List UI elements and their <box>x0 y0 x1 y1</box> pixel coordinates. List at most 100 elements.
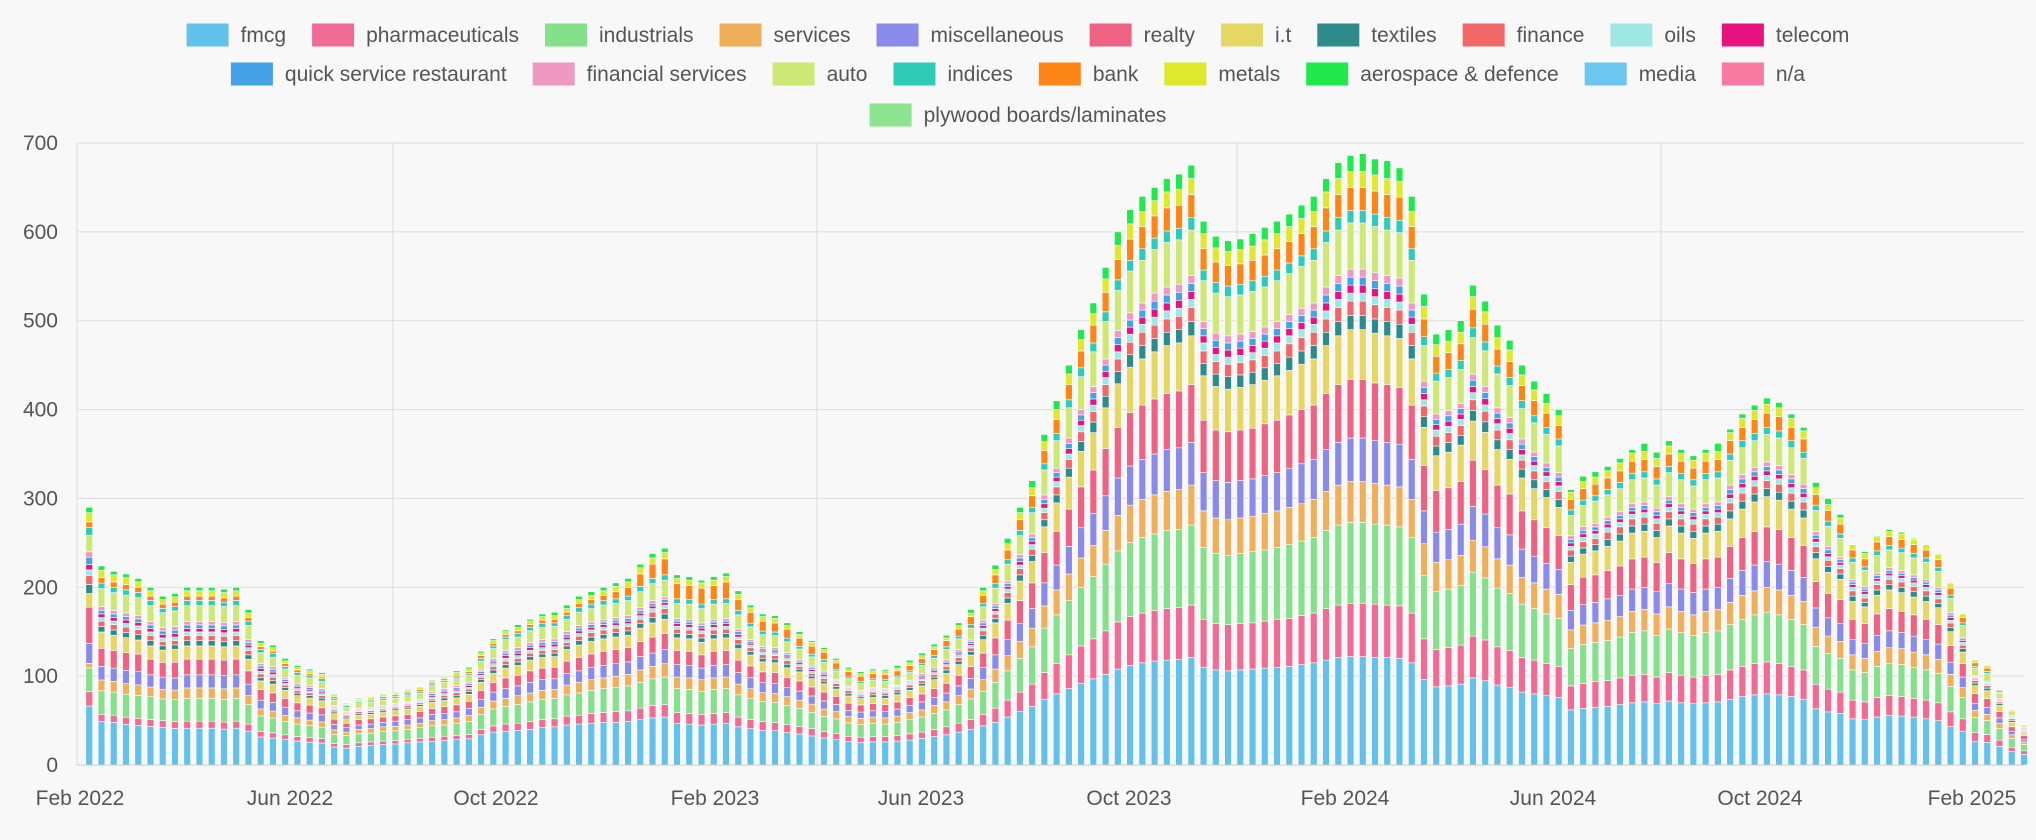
bar-segment-realty <box>710 650 718 666</box>
legend-item-services[interactable]: services <box>719 23 851 48</box>
bar-segment-bank <box>1016 519 1024 531</box>
bar-segment-services <box>501 698 510 707</box>
bar-segment-aerospace-defence <box>1861 551 1869 554</box>
bar-segment-textiles <box>697 637 706 643</box>
bar-segment-oils <box>269 674 277 678</box>
bar-segment-services <box>1040 605 1049 629</box>
bar-segment-financial-services <box>1003 580 1012 585</box>
bar-segment-financial-services <box>1359 268 1367 278</box>
legend-item-bank[interactable]: bank <box>1038 62 1139 87</box>
bar-segment-auto <box>979 606 987 621</box>
bar-segment-bank <box>134 586 142 593</box>
legend-item-metals[interactable]: metals <box>1164 62 1280 87</box>
legend-item-oils[interactable]: oils <box>1610 23 1696 48</box>
bar-segment-pharmaceuticals <box>1897 696 1906 717</box>
legend-item-n-a[interactable]: n/a <box>1721 62 1806 87</box>
bar-segment-services <box>783 696 791 706</box>
legend-item-quick-service-restaurant[interactable]: quick service restaurant <box>230 62 507 87</box>
bar-segment-aerospace-defence <box>1052 400 1061 410</box>
bar-segment-realty <box>97 647 106 667</box>
bar-segment-miscellaneous <box>1861 642 1869 659</box>
bar-stack <box>1591 471 1600 766</box>
bar-segment-pharmaceuticals <box>575 714 583 725</box>
bar-segment-textiles <box>501 664 510 669</box>
bar-stack <box>1554 409 1563 766</box>
bar-segment-metals <box>269 647 277 652</box>
bar-segment-financial-services <box>599 618 608 623</box>
legend-item-financial-services[interactable]: financial services <box>532 62 747 87</box>
bar-stack <box>1052 400 1061 766</box>
bar-segment-realty <box>587 653 596 668</box>
legend-item-fmcg[interactable]: fmcg <box>186 23 287 48</box>
bar-segment-realty <box>1701 558 1710 590</box>
legend-item-finance[interactable]: finance <box>1462 23 1585 48</box>
bar-segment-services <box>1089 545 1098 577</box>
bar-stack <box>428 679 436 766</box>
bar-segment-bank <box>1726 440 1734 455</box>
bar-segment-pharmaceuticals <box>85 691 93 707</box>
bar-segment-bank <box>710 585 718 601</box>
bar-segment-metals <box>967 612 975 617</box>
bar-segment-fmcg <box>501 730 510 766</box>
bar-segment-auto <box>1138 259 1147 304</box>
x-tick-label: Jun 2022 <box>247 787 333 810</box>
bar-segment-oils <box>1493 423 1502 431</box>
bar-segment-telecom <box>1273 335 1281 344</box>
bar-stack <box>1579 475 1587 766</box>
legend-item-industrials[interactable]: industrials <box>544 23 694 48</box>
bar-segment-services <box>1359 481 1367 523</box>
bar-segment-quick-service-restaurant <box>587 624 596 628</box>
legend-item-media[interactable]: media <box>1584 62 1697 87</box>
bar-segment-metals <box>293 666 302 671</box>
bar-segment-quick-service-restaurant <box>1701 507 1710 512</box>
bar-segment-metals <box>685 579 693 586</box>
bar-segment-bank <box>1297 233 1306 257</box>
bar-segment-telecom <box>612 622 620 626</box>
bar-segment-aerospace-defence <box>661 547 669 553</box>
bar-segment-textiles <box>159 645 167 651</box>
legend-label: indices <box>947 63 1012 86</box>
legend-item-indices[interactable]: indices <box>893 62 1013 87</box>
bar-stack <box>795 631 804 766</box>
legend-item-telecom[interactable]: telecom <box>1721 23 1850 48</box>
bar-segment-quick-service-restaurant <box>1322 294 1330 304</box>
bar-segment-i-t <box>428 702 436 709</box>
legend-item-textiles[interactable]: textiles <box>1317 23 1437 48</box>
bar-segment-metals <box>1493 337 1502 350</box>
bar-segment-finance <box>1542 481 1551 490</box>
legend-item-pharmaceuticals[interactable]: pharmaceuticals <box>312 23 519 48</box>
legend-item-aerospace-defence[interactable]: aerospace & defence <box>1306 62 1559 87</box>
bar-segment-industrials <box>685 689 693 714</box>
bar-segment-fmcg <box>269 737 277 766</box>
bar-segment-fmcg <box>428 741 436 766</box>
bar-segment-industrials <box>1775 614 1783 665</box>
bar-segment-telecom <box>269 671 277 675</box>
bar-segment-quick-service-restaurant <box>1359 276 1367 286</box>
bar-segment-finance <box>771 655 779 660</box>
bar-segment-pharmaceuticals <box>1677 674 1685 704</box>
legend-item-plywood-boards-laminates[interactable]: plywood boards/laminates <box>869 103 1167 128</box>
bar-segment-pharmaceuticals <box>550 718 559 728</box>
legend-item-miscellaneous[interactable]: miscellaneous <box>876 23 1064 48</box>
legend-item-auto[interactable]: auto <box>772 62 868 87</box>
legend-item-i-t[interactable]: i.t <box>1220 23 1292 48</box>
bar-segment-auto <box>1187 229 1196 276</box>
bar-segment-miscellaneous <box>256 699 265 710</box>
bar-segment-telecom <box>1359 284 1367 294</box>
bar-segment-industrials <box>1089 576 1098 640</box>
bar-segment-auto <box>452 678 461 686</box>
bar-segment-aerospace-defence <box>1554 409 1563 417</box>
bar-segment-metals <box>991 569 1000 576</box>
bar-segment-i-t <box>1408 358 1416 406</box>
bar-segment-aerospace-defence <box>930 643 938 648</box>
bar-segment-aerospace-defence <box>1444 329 1453 342</box>
bar-segment-indices <box>293 672 302 676</box>
bar-segment-miscellaneous <box>1236 480 1245 519</box>
bar-segment-services <box>183 687 191 699</box>
bar-segment-auto <box>1322 242 1330 288</box>
bar-segment-miscellaneous <box>1628 588 1636 612</box>
bar-segment-oils <box>1591 533 1600 539</box>
legend-item-realty[interactable]: realty <box>1089 23 1196 48</box>
bar-segment-telecom <box>134 622 142 627</box>
bar-segment-textiles <box>1163 331 1171 346</box>
